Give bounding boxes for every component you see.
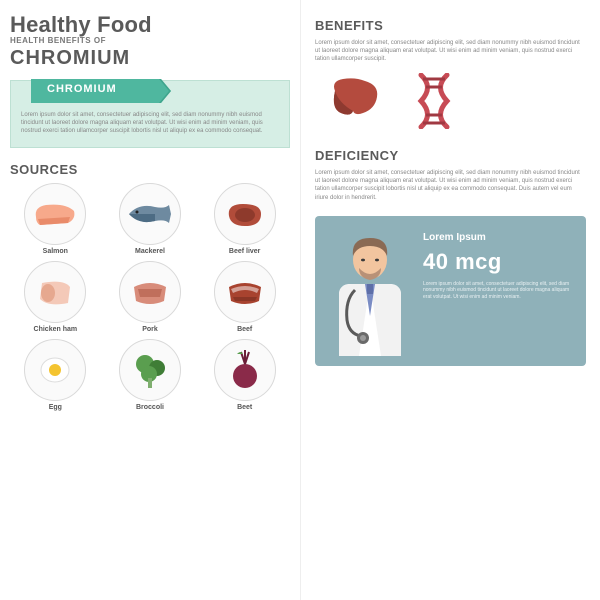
doctor-body: Lorem ipsum dolor sit amet, consectetuer… [423,281,576,301]
food-item: Egg [10,339,101,411]
doctor-text: Lorem Ipsum 40 mcg Lorem ipsum dolor sit… [423,226,576,301]
food-label: Beef [237,326,252,333]
liver-icon [325,73,385,134]
food-item: Beet [199,339,290,411]
food-label: Broccoli [136,404,164,411]
doctor-title: Lorem Ipsum [423,232,576,243]
food-item: Salmon [10,183,101,255]
sources-heading: SOURCES [10,162,290,177]
left-column: Healthy Food HEALTH BENEFITS OF CHROMIUM… [0,0,300,600]
right-column: BENEFITS Lorem ipsum dolor sit amet, con… [300,0,600,600]
food-label: Egg [49,404,62,411]
food-icon [119,261,181,323]
benefits-heading: BENEFITS [315,18,586,33]
food-item: Mackerel [105,183,196,255]
food-icon [214,261,276,323]
food-icon [24,339,86,401]
food-icon [119,339,181,401]
food-label: Pork [142,326,158,333]
doctor-card: Lorem Ipsum 40 mcg Lorem ipsum dolor sit… [315,216,586,366]
food-label: Mackerel [135,248,165,255]
infographic-root: Healthy Food HEALTH BENEFITS OF CHROMIUM… [0,0,600,600]
food-item: Beef liver [199,183,290,255]
food-icon [214,339,276,401]
food-icon [119,183,181,245]
doctor-illustration [325,226,415,361]
mineral-name: CHROMIUM [10,47,290,70]
food-item: Beef [199,261,290,333]
food-item: Chicken ham [10,261,101,333]
doctor-value: 40 mcg [423,249,576,275]
sources-grid: Salmon Mackerel Beef liver Chicken ham Pork B… [10,183,290,411]
food-icon [24,183,86,245]
food-icon [24,261,86,323]
food-label: Salmon [43,248,68,255]
food-icon [214,183,276,245]
deficiency-heading: DEFICIENCY [315,148,586,163]
food-label: Chicken ham [34,326,78,333]
food-label: Beet [237,404,252,411]
intro-box: CHROMIUM Lorem ipsum dolor sit amet, con… [10,80,290,148]
benefit-icons [325,73,586,134]
deficiency-body: Lorem ipsum dolor sit amet, consectetuer… [315,169,586,201]
benefits-body: Lorem ipsum dolor sit amet, consectetuer… [315,39,586,63]
mineral-pill: CHROMIUM [31,79,289,103]
pill-label: CHROMIUM [47,83,117,95]
intro-body: Lorem ipsum dolor sit amet, consectetuer… [21,111,279,135]
dna-icon [411,73,457,134]
food-item: Broccoli [105,339,196,411]
food-item: Pork [105,261,196,333]
food-label: Beef liver [229,248,261,255]
main-title: Healthy Food [10,12,290,38]
